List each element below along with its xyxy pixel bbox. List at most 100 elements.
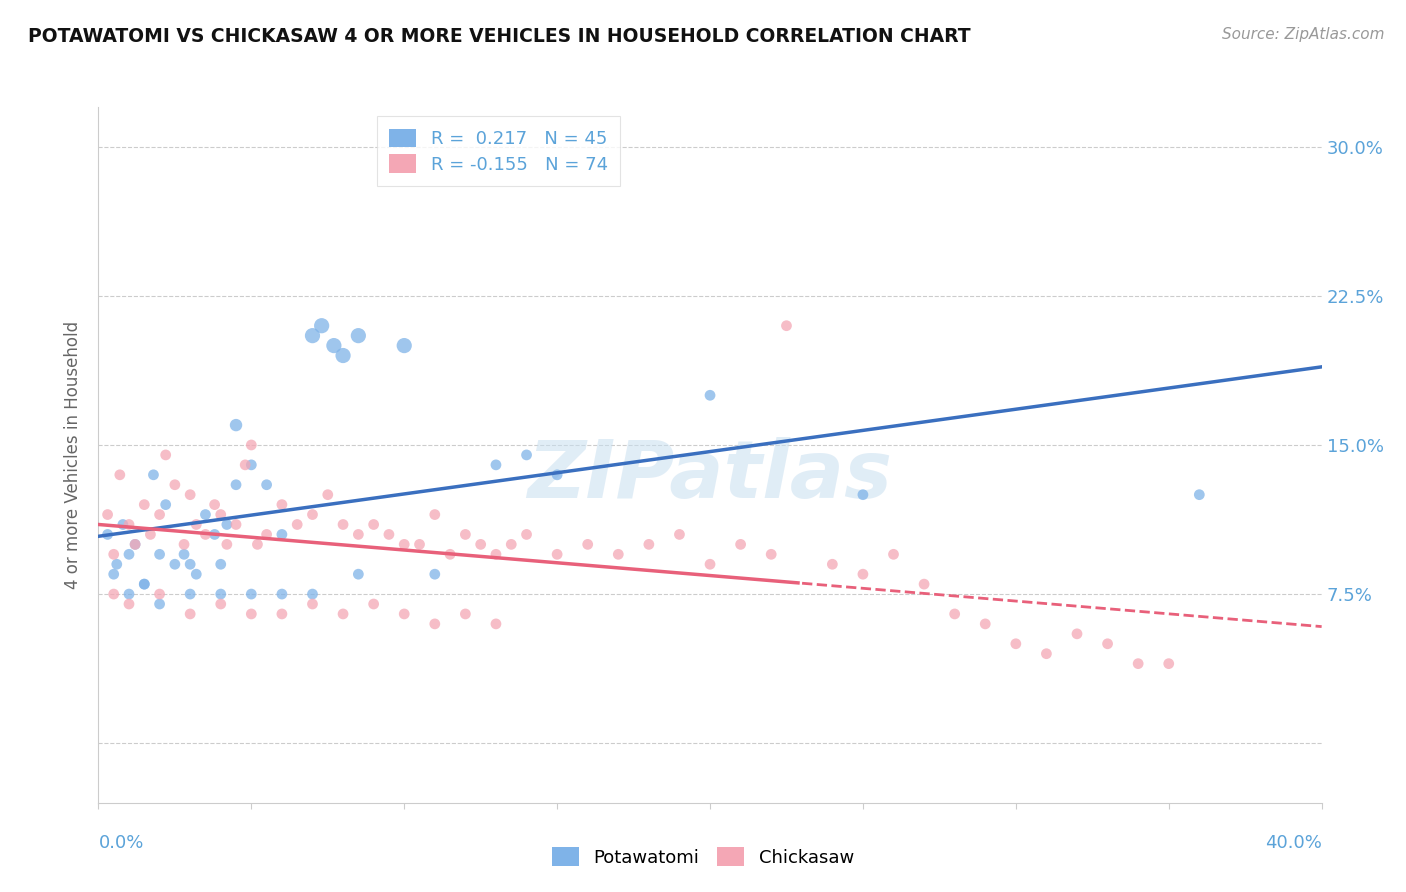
- Point: [240, 587, 263, 601]
- Point: [155, 448, 177, 462]
- Point: [332, 349, 354, 363]
- Point: [256, 527, 278, 541]
- Point: [270, 498, 294, 512]
- Point: [821, 558, 844, 572]
- Point: [179, 488, 201, 502]
- Point: [240, 607, 263, 621]
- Legend: R =  0.217   N = 45, R = -0.155   N = 74: R = 0.217 N = 45, R = -0.155 N = 74: [377, 116, 620, 186]
- Point: [943, 607, 966, 621]
- Point: [311, 318, 333, 333]
- Point: [347, 567, 370, 582]
- Point: [454, 527, 477, 541]
- Point: [699, 558, 721, 572]
- Point: [363, 597, 385, 611]
- Point: [301, 597, 323, 611]
- Point: [974, 616, 997, 631]
- Point: [194, 527, 217, 541]
- Point: [97, 527, 120, 541]
- Point: [204, 498, 226, 512]
- Point: [761, 547, 783, 561]
- Point: [1035, 647, 1057, 661]
- Point: [852, 488, 875, 502]
- Point: [149, 508, 172, 522]
- Text: ZIPatlas: ZIPatlas: [527, 437, 893, 515]
- Point: [883, 547, 905, 561]
- Point: [546, 547, 568, 561]
- Point: [378, 527, 401, 541]
- Point: [118, 517, 141, 532]
- Point: [775, 318, 797, 333]
- Point: [285, 517, 308, 532]
- Point: [332, 517, 354, 532]
- Point: [118, 587, 141, 601]
- Point: [301, 508, 323, 522]
- Point: [668, 527, 690, 541]
- Point: [124, 537, 146, 551]
- Point: [912, 577, 935, 591]
- Point: [163, 477, 186, 491]
- Point: [97, 508, 120, 522]
- Point: [270, 527, 294, 541]
- Y-axis label: 4 or more Vehicles in Household: 4 or more Vehicles in Household: [65, 321, 83, 589]
- Point: [179, 558, 201, 572]
- Text: POTAWATOMI VS CHICKASAW 4 OR MORE VEHICLES IN HOUSEHOLD CORRELATION CHART: POTAWATOMI VS CHICKASAW 4 OR MORE VEHICL…: [28, 27, 970, 45]
- Point: [173, 547, 195, 561]
- Point: [546, 467, 568, 482]
- Point: [240, 458, 263, 472]
- Point: [204, 527, 226, 541]
- Point: [1004, 637, 1026, 651]
- Point: [516, 448, 538, 462]
- Point: [108, 467, 131, 482]
- Point: [225, 418, 247, 433]
- Point: [186, 567, 208, 582]
- Point: [270, 607, 294, 621]
- Point: [124, 537, 146, 551]
- Point: [607, 547, 630, 561]
- Point: [392, 607, 416, 621]
- Point: [423, 616, 446, 631]
- Point: [347, 527, 370, 541]
- Point: [155, 498, 177, 512]
- Point: [149, 597, 172, 611]
- Point: [439, 547, 461, 561]
- Point: [149, 587, 172, 601]
- Point: [270, 587, 294, 601]
- Point: [111, 517, 134, 532]
- Point: [142, 467, 165, 482]
- Point: [699, 388, 721, 402]
- Point: [332, 607, 354, 621]
- Point: [139, 527, 162, 541]
- Point: [1188, 488, 1211, 502]
- Text: 0.0%: 0.0%: [98, 834, 143, 852]
- Point: [423, 508, 446, 522]
- Point: [423, 567, 446, 582]
- Point: [408, 537, 430, 551]
- Text: Source: ZipAtlas.com: Source: ZipAtlas.com: [1222, 27, 1385, 42]
- Point: [134, 498, 156, 512]
- Point: [103, 567, 125, 582]
- Point: [485, 547, 508, 561]
- Point: [246, 537, 269, 551]
- Point: [163, 558, 186, 572]
- Legend: Potawatomi, Chickasaw: Potawatomi, Chickasaw: [544, 840, 862, 874]
- Point: [256, 477, 278, 491]
- Point: [173, 537, 195, 551]
- Point: [225, 477, 247, 491]
- Point: [1097, 637, 1119, 651]
- Point: [209, 508, 232, 522]
- Point: [233, 458, 256, 472]
- Point: [194, 508, 217, 522]
- Point: [186, 517, 208, 532]
- Point: [118, 547, 141, 561]
- Point: [103, 587, 125, 601]
- Point: [363, 517, 385, 532]
- Point: [215, 517, 238, 532]
- Point: [134, 577, 156, 591]
- Point: [638, 537, 661, 551]
- Point: [485, 616, 508, 631]
- Point: [316, 488, 339, 502]
- Point: [134, 577, 156, 591]
- Point: [322, 338, 344, 352]
- Point: [301, 587, 323, 601]
- Point: [576, 537, 599, 551]
